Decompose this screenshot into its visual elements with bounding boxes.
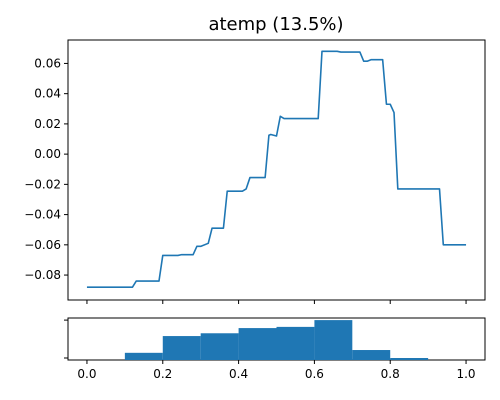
x-tick-label: 0.6 bbox=[305, 367, 324, 381]
histogram-bar bbox=[352, 350, 391, 360]
y-tick-label: 0.04 bbox=[34, 87, 61, 101]
x-tick-label: 1.0 bbox=[456, 367, 475, 381]
x-tick-label: 0.2 bbox=[153, 367, 172, 381]
histogram-bar bbox=[314, 320, 353, 360]
histogram-bar bbox=[162, 336, 201, 360]
histogram-bar bbox=[390, 358, 429, 360]
y-tick-label: −0.02 bbox=[24, 177, 61, 191]
histogram-bar bbox=[276, 326, 315, 360]
y-tick-label: 0.00 bbox=[34, 147, 61, 161]
series-line bbox=[86, 50, 467, 288]
chart-title: atemp (13.5%) bbox=[208, 14, 343, 35]
histogram-x-axis: 0.0 0.2 0.4 0.6 0.8 1.0 bbox=[77, 360, 476, 381]
y-tick-label: −0.04 bbox=[24, 208, 61, 222]
histogram-bar bbox=[200, 333, 239, 360]
main-x-axis bbox=[86, 300, 467, 304]
x-tick-label: 0.8 bbox=[381, 367, 400, 381]
x-tick-label: 0.4 bbox=[229, 367, 248, 381]
histogram-y-axis bbox=[64, 319, 68, 359]
y-tick-label: 0.06 bbox=[34, 56, 61, 70]
histogram-bars bbox=[124, 320, 429, 360]
histogram-bar bbox=[238, 328, 277, 360]
main-plot-frame bbox=[67, 39, 486, 301]
y-tick-label: 0.02 bbox=[34, 117, 61, 131]
y-tick-label: −0.08 bbox=[24, 268, 61, 282]
main-y-axis: −0.08 −0.06 −0.04 −0.02 0.00 0.02 0.04 0.06 bbox=[24, 56, 68, 282]
x-tick-label: 0.0 bbox=[77, 367, 96, 381]
histogram-bar bbox=[124, 352, 163, 360]
y-tick-label: −0.06 bbox=[24, 238, 61, 252]
